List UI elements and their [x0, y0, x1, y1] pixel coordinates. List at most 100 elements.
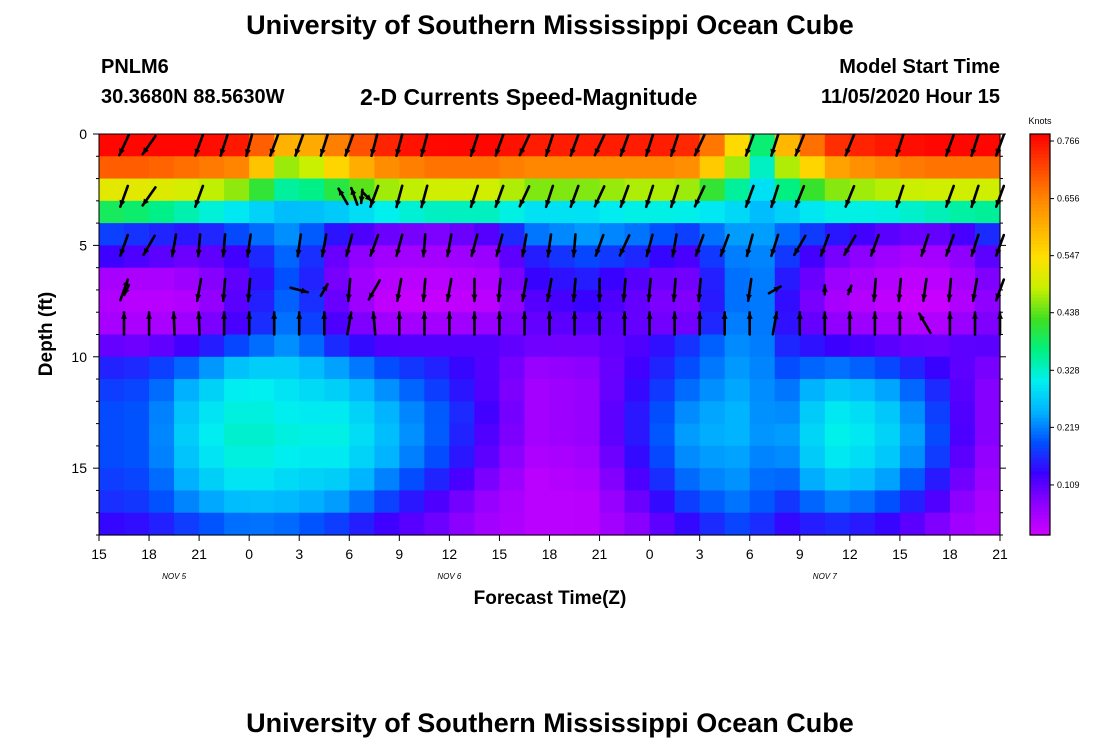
current-vector	[669, 133, 680, 157]
heatmap-cell	[924, 267, 951, 291]
heatmap-cell	[649, 490, 676, 514]
heatmap-cell	[524, 223, 551, 246]
date-label: NOV 6	[437, 572, 462, 581]
heatmap-cell	[499, 423, 526, 447]
current-vector	[320, 233, 328, 258]
current-vector	[494, 133, 505, 157]
heatmap-cell	[124, 245, 150, 269]
heatmap-cell	[849, 468, 876, 492]
colorbar-segment	[1030, 481, 1050, 486]
heatmap-cell	[349, 334, 375, 358]
colorbar-segment	[1030, 401, 1050, 406]
heatmap-cell	[99, 223, 125, 246]
current-vector	[496, 277, 503, 303]
heatmap-cell	[549, 401, 576, 425]
heatmap-cell	[124, 490, 150, 514]
x-tick-label: 6	[345, 546, 353, 562]
heatmap-cell	[649, 312, 676, 336]
model-start-label: Model Start Time	[839, 56, 1000, 78]
heatmap-cell	[124, 379, 150, 402]
heatmap-cell	[524, 289, 551, 313]
heatmap-cell	[674, 356, 701, 380]
heatmap-cell	[474, 289, 501, 313]
current-vector	[619, 133, 630, 157]
heatmap-cell	[249, 334, 275, 358]
current-vector	[245, 233, 252, 258]
heatmap-cell	[799, 245, 826, 269]
colorbar-segment	[1030, 448, 1050, 453]
colorbar-segment	[1030, 397, 1050, 402]
date-label: NOV 5	[162, 572, 187, 581]
heatmap-cell	[824, 245, 851, 269]
current-vector	[520, 277, 528, 303]
heatmap-cell	[399, 401, 425, 425]
heatmap-cell	[424, 267, 450, 291]
colorbar-segment	[1030, 264, 1050, 269]
heatmap-cell	[524, 200, 551, 224]
colorbar-segment	[1030, 281, 1050, 285]
colorbar-segment	[1030, 357, 1050, 362]
heatmap-cell	[699, 334, 726, 358]
heatmap-cell	[824, 267, 851, 291]
colorbar-segment	[1030, 260, 1050, 265]
heatmap-cell	[799, 134, 826, 157]
heatmap-cell	[699, 289, 726, 313]
heatmap-cell	[499, 334, 526, 358]
heatmap-cell	[299, 267, 325, 291]
colorbar-segment	[1030, 170, 1050, 175]
current-vector	[770, 184, 780, 209]
heatmap-cell	[949, 245, 976, 269]
colorbar-segment	[1030, 327, 1050, 332]
heatmap-cell	[874, 401, 901, 425]
heatmap-cell	[699, 267, 726, 291]
current-vector	[420, 233, 427, 258]
heatmap-cell	[824, 423, 851, 447]
heatmap-cell	[674, 245, 701, 269]
heatmap-cell	[224, 445, 250, 469]
heatmap-cell	[899, 245, 926, 269]
heatmap-cell	[474, 312, 501, 336]
current-vector	[971, 311, 978, 336]
colorbar-segment	[1030, 177, 1050, 182]
heatmap-cell	[199, 134, 225, 157]
heatmap-cell	[449, 334, 476, 358]
heatmap-cell	[424, 334, 450, 358]
heatmap-cell	[899, 468, 926, 492]
current-vector	[194, 184, 205, 208]
heatmap-cell	[599, 356, 626, 380]
heatmap-cell	[324, 423, 350, 447]
heatmap-cell	[349, 468, 375, 492]
heatmap-cell	[499, 245, 526, 269]
heatmap-cell	[149, 178, 175, 202]
colorbar-segment	[1030, 484, 1050, 489]
heatmap-cell	[374, 445, 400, 469]
heatmap-cell	[299, 289, 325, 313]
heatmap-cell	[924, 223, 951, 246]
date-label: NOV 7	[813, 572, 838, 581]
heatmap-cell	[224, 379, 250, 402]
heatmap-cell	[924, 289, 951, 313]
heatmap-cell	[924, 356, 951, 380]
heatmap-cell	[649, 356, 676, 380]
heatmap-cell	[799, 200, 826, 224]
heatmap-cell	[974, 289, 1001, 313]
heatmap-cell	[249, 200, 275, 224]
heatmap-cell	[699, 445, 726, 469]
heatmap-cell	[674, 223, 701, 246]
heatmap-cell	[274, 334, 300, 358]
heatmap-cell	[99, 490, 125, 514]
heatmap-cell	[199, 267, 225, 291]
heatmap-cell	[274, 289, 300, 313]
heatmap-cell	[949, 200, 976, 224]
colorbar-segment	[1030, 458, 1050, 463]
current-vector	[545, 277, 553, 303]
heatmap-cell	[274, 379, 300, 402]
current-vector	[544, 184, 555, 209]
heatmap-cell	[174, 468, 200, 492]
heatmap-cell	[99, 245, 125, 269]
heatmap-cell	[674, 334, 701, 358]
colorbar-segment	[1030, 287, 1050, 292]
colorbar-segment	[1030, 414, 1050, 419]
current-vector	[944, 233, 956, 257]
colorbar-segment	[1030, 381, 1050, 386]
